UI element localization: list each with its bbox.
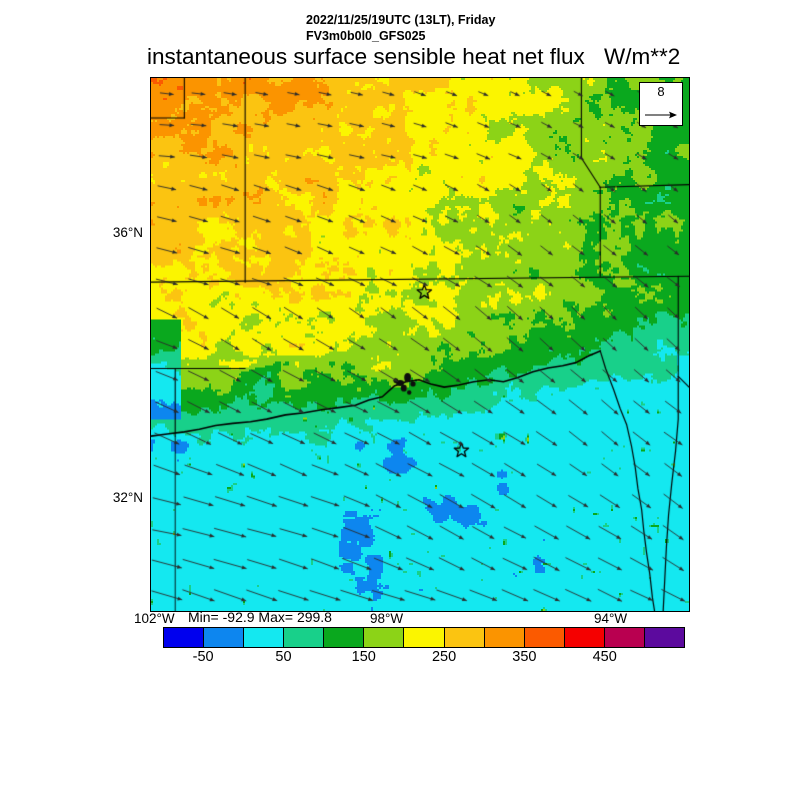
colorbar-cell-6 — [404, 628, 445, 647]
axis-label-lon-98w: 98°W — [370, 611, 404, 626]
header-datetime: 2022/11/25/19UTC (13LT), Friday — [306, 13, 496, 27]
vector-reference-value: 8 — [657, 84, 665, 99]
wind-vector-overlay — [151, 78, 689, 611]
colorbar-cell-0 — [164, 628, 205, 647]
colorbar-tick-labels: -50 50 150 250 350 450 — [163, 649, 685, 669]
axis-label-lon-102w: 102°W — [134, 611, 175, 626]
colorbar-cell-10 — [564, 628, 605, 647]
vector-reference-legend: 8 — [639, 82, 683, 126]
colorbar-tick-450: 450 — [592, 649, 617, 665]
colorbar-tick--50: -50 — [192, 649, 214, 665]
colorbar-tick-50: 50 — [275, 649, 292, 665]
colorbar-cell-8 — [484, 628, 525, 647]
colorbar-cell-12 — [644, 628, 685, 647]
colorbar-tick-350: 350 — [512, 649, 537, 665]
axis-label-lon-94w: 94°W — [594, 611, 628, 626]
colorbar: -50 50 150 250 350 450 — [163, 627, 685, 665]
right-arrow-icon — [645, 111, 677, 119]
axis-label-lat-32n: 32°N — [112, 490, 143, 505]
colorbar-cell-2 — [244, 628, 285, 647]
header-model-name: FV3m0b0l0_GFS025 — [306, 29, 426, 43]
page-title: instantaneous surface sensible heat net … — [147, 44, 585, 69]
colorbar-cell-11 — [604, 628, 645, 647]
minmax-stats-label: Min= -92.9 Max= 299.8 — [188, 609, 332, 625]
colorbar-cell-5 — [364, 628, 405, 647]
colorbar-swatches — [163, 627, 685, 648]
colorbar-cell-4 — [324, 628, 365, 647]
colorbar-cell-7 — [444, 628, 485, 647]
map-plot-area[interactable]: 8 — [150, 77, 690, 612]
colorbar-tick-250: 250 — [431, 649, 457, 665]
colorbar-tick-150: 150 — [351, 649, 376, 665]
colorbar-cell-3 — [284, 628, 325, 647]
axis-label-lat-36n: 36°N — [112, 225, 143, 240]
units-label: W/m**2 — [604, 44, 681, 69]
colorbar-cell-1 — [204, 628, 245, 647]
colorbar-cell-9 — [524, 628, 565, 647]
